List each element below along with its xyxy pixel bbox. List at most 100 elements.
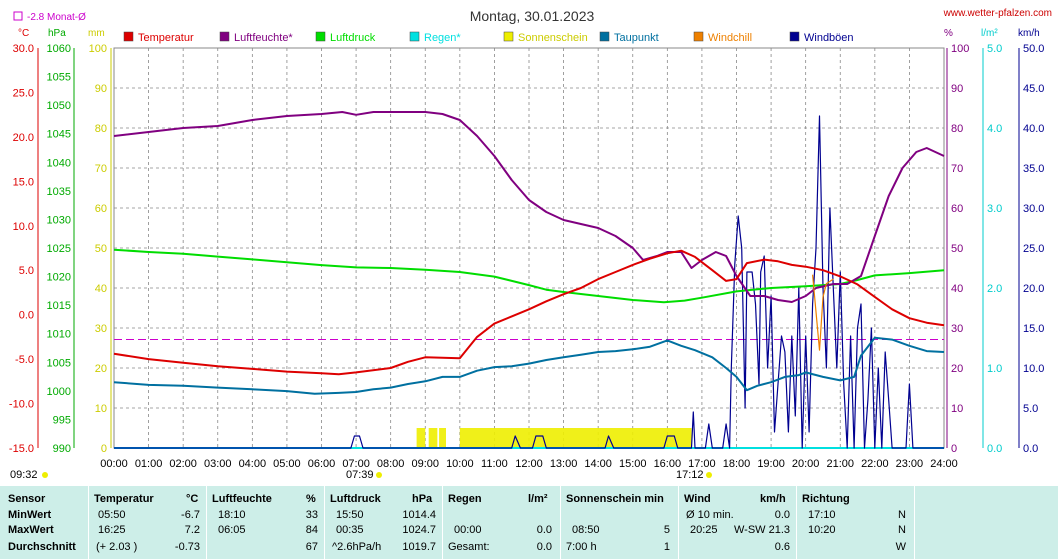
sunshine-bar bbox=[416, 428, 426, 448]
hum-min-value: 33 bbox=[305, 509, 318, 521]
tick-label-temp: 0.0 bbox=[19, 310, 34, 322]
hum-max-time: 06:05 bbox=[218, 524, 246, 536]
wind-max-value: W-SW 21.3 bbox=[733, 524, 790, 536]
x-tick-label: 21:00 bbox=[826, 458, 854, 470]
sun-icon-top bbox=[42, 472, 48, 478]
legend-swatch bbox=[315, 31, 326, 42]
plot-area bbox=[113, 47, 945, 449]
tick-label-rain: 4.0 bbox=[987, 123, 1002, 135]
sunrise-time: 07:39 bbox=[346, 469, 374, 481]
series-line-temperatur bbox=[113, 249, 945, 376]
tick-label-humidity: 70 bbox=[951, 163, 963, 175]
tick-label-pressure: 1010 bbox=[47, 329, 71, 341]
tick-label-humidity: 20 bbox=[951, 363, 963, 375]
tick-label-mm: 60 bbox=[95, 203, 107, 215]
row-label: Durchschnitt bbox=[8, 541, 76, 553]
divider bbox=[88, 486, 89, 559]
tick-label-temp: 5.0 bbox=[19, 265, 34, 277]
temp-min-value: -6.7 bbox=[181, 509, 200, 521]
wind-avg-value: 0.0 bbox=[774, 509, 790, 521]
x-tick-label: 22:00 bbox=[861, 458, 889, 470]
legend-label: Temperatur bbox=[138, 32, 194, 44]
tick-label-humidity: 100 bbox=[951, 43, 969, 55]
tick-label-rain: 3.0 bbox=[987, 203, 1002, 215]
x-tick-label: 17:00 bbox=[688, 458, 716, 470]
pres-trend: ^2.6hPa/h bbox=[332, 541, 382, 553]
tick-label-mm: 30 bbox=[95, 323, 107, 335]
legend-swatch bbox=[503, 31, 514, 42]
weather-chart: Montag, 30.01.2023 www.wetter-pfalzen.co… bbox=[8, 8, 1052, 481]
sun-max-value: 5 bbox=[663, 524, 670, 536]
tick-label-mm: 70 bbox=[95, 163, 107, 175]
legend-swatch bbox=[693, 31, 704, 42]
unit-kmh: km/h bbox=[1018, 28, 1040, 39]
header-regen: Regen bbox=[448, 493, 482, 505]
tick-label-temp: -15.0 bbox=[9, 443, 34, 455]
series-line-luftfeuchte bbox=[113, 111, 945, 303]
tick-label-wind: 20.0 bbox=[1023, 283, 1044, 295]
dir-min-time: 17:10 bbox=[808, 509, 836, 521]
header-wind-unit: km/h bbox=[760, 493, 786, 505]
tick-label-pressure: 990 bbox=[53, 443, 71, 455]
tick-label-temp: 30.0 bbox=[13, 43, 34, 55]
legend: Temperatur Luftfeuchte* Luftdruck Regen* Son… bbox=[123, 31, 854, 44]
x-tick-label: 12:00 bbox=[515, 458, 543, 470]
legend-swatch bbox=[789, 31, 800, 42]
divider bbox=[206, 486, 207, 559]
tick-label-humidity: 50 bbox=[951, 243, 963, 255]
header-luftdruck-unit: hPa bbox=[412, 493, 433, 505]
header-temperatur-unit: °C bbox=[186, 493, 199, 505]
tick-label-temp: 20.0 bbox=[13, 132, 34, 144]
tick-label-wind: 0.0 bbox=[1023, 443, 1038, 455]
legend-label: Luftdruck bbox=[330, 32, 376, 44]
legend-swatch bbox=[123, 31, 134, 42]
wind-avg-label: Ø 10 min. bbox=[686, 509, 734, 521]
tick-label-pressure: 1015 bbox=[47, 300, 71, 312]
rain-total-label: Gesamt: bbox=[448, 541, 490, 553]
x-tick-label: 01:00 bbox=[135, 458, 163, 470]
row-label: MinWert bbox=[8, 509, 52, 521]
header-luftfeuchte-unit: % bbox=[306, 493, 316, 505]
tick-label-humidity: 60 bbox=[951, 203, 963, 215]
x-tick-label: 05:00 bbox=[273, 458, 301, 470]
hum-min-time: 18:10 bbox=[218, 509, 246, 521]
divider bbox=[442, 486, 443, 559]
rain-max-time: 00:00 bbox=[454, 524, 482, 536]
tick-label-pressure: 1030 bbox=[47, 214, 71, 226]
x-tick-label: 24:00 bbox=[930, 458, 958, 470]
tick-label-mm: 40 bbox=[95, 283, 107, 295]
legend-label: Luftfeuchte* bbox=[234, 32, 293, 44]
x-tick-label: 20:00 bbox=[792, 458, 820, 470]
x-tick-label: 00:00 bbox=[100, 458, 128, 470]
pres-max-time: 00:35 bbox=[336, 524, 364, 536]
dir-avg-value: W bbox=[895, 541, 906, 553]
tick-label-pressure: 1035 bbox=[47, 186, 71, 198]
tick-label-pressure: 995 bbox=[53, 414, 71, 426]
sunset-time: 17:12 bbox=[676, 469, 704, 481]
tick-label-wind: 50.0 bbox=[1023, 43, 1044, 55]
tick-label-temp: -10.0 bbox=[9, 399, 34, 411]
pres-avg-value: 1019.7 bbox=[402, 541, 436, 553]
unit-celsius: °C bbox=[18, 28, 29, 39]
sunset-icon bbox=[706, 472, 712, 478]
tick-label-rain: 1.0 bbox=[987, 363, 1002, 375]
series-line-windchill bbox=[812, 274, 834, 351]
tick-label-wind: 10.0 bbox=[1023, 363, 1044, 375]
tick-label-wind: 35.0 bbox=[1023, 163, 1044, 175]
tick-label-temp: 10.0 bbox=[13, 221, 34, 233]
tick-label-mm: 90 bbox=[95, 83, 107, 95]
series-line-taupunkt bbox=[113, 336, 945, 395]
sun-max-time: 08:50 bbox=[572, 524, 600, 536]
tick-label-pressure: 1060 bbox=[47, 43, 71, 55]
tick-label-wind: 15.0 bbox=[1023, 323, 1044, 335]
temp-avg-change: (+ 2.03 ) bbox=[96, 541, 138, 553]
dir-min-value: N bbox=[898, 509, 906, 521]
x-tick-label: 10:00 bbox=[446, 458, 474, 470]
x-tick-label: 19:00 bbox=[757, 458, 785, 470]
temp-max-time: 16:25 bbox=[98, 524, 126, 536]
divider bbox=[560, 486, 561, 559]
site-link[interactable]: www.wetter-pfalzen.com bbox=[943, 8, 1052, 19]
dir-max-time: 10:20 bbox=[808, 524, 836, 536]
x-tick-label: 03:00 bbox=[204, 458, 232, 470]
month-avg-label: -2.8 Monat-Ø bbox=[27, 12, 86, 23]
